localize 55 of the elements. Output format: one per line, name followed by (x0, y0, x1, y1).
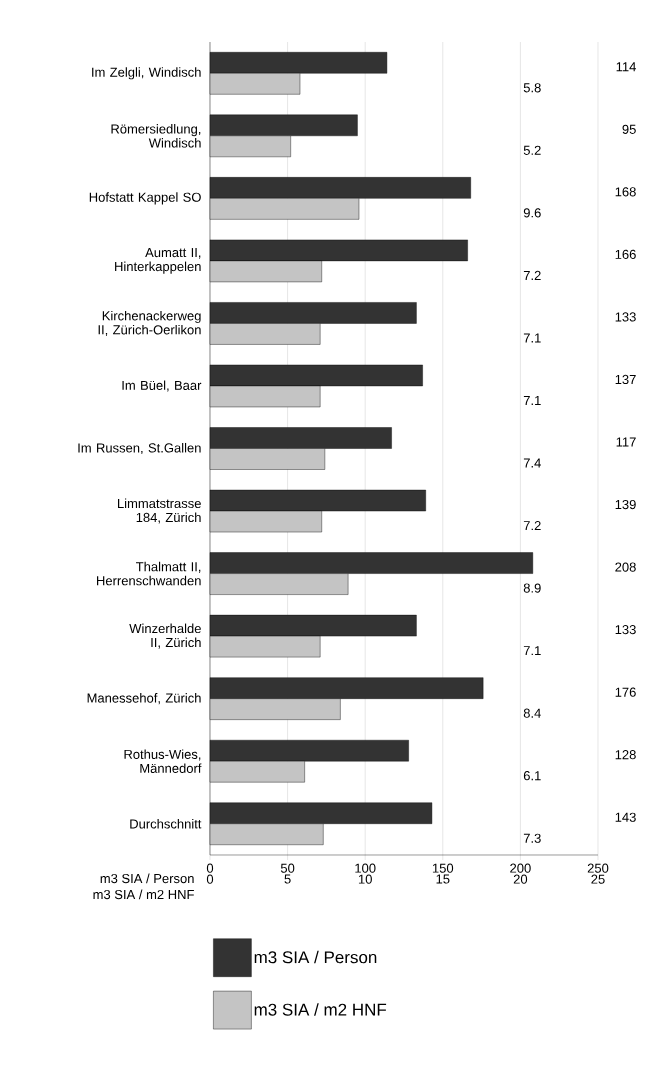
data-label: 7.2 (523, 270, 541, 280)
data-label: 7.3 (523, 833, 541, 843)
data-label: 7.2 (523, 521, 541, 531)
data-label: 5.2 (523, 145, 541, 155)
y-tick-label: Im Büel, Baar (122, 380, 202, 392)
y-tick-label: Manessehof, Zürich (87, 693, 201, 705)
x-tick-label: 250 (587, 863, 609, 873)
x-axis-title: m3 SIA / Person (100, 873, 194, 884)
data-label: 133 (615, 312, 636, 322)
data-label: 137 (615, 374, 636, 385)
data-label: 8.4 (523, 708, 541, 718)
y-tick-label: Rothus-Wies, Männedorf (124, 749, 202, 773)
y-tick-label: Durchschnitt (130, 818, 202, 829)
data-label: 114 (616, 62, 636, 72)
x2-tick-label: 15 (436, 874, 450, 884)
data-label: 208 (615, 562, 636, 572)
x2-tick-label: 5 (284, 874, 291, 884)
legend-label: m3 SIA / m2 HNF (254, 1003, 387, 1016)
y-tick-label: Winzerhalde II, Zürich (129, 623, 201, 649)
data-label: 143 (615, 812, 636, 822)
data-label: 7.4 (523, 458, 541, 468)
y-tick-label: Römersiedlung, Windisch (111, 124, 201, 148)
data-label: 95 (622, 124, 636, 134)
x-tick-label: 0 (206, 863, 214, 873)
data-label: 6.1 (523, 771, 541, 781)
x-tick-label: 100 (355, 863, 376, 873)
data-label: 8.9 (523, 583, 541, 593)
data-label: 166 (615, 249, 636, 259)
x2-tick-label: 10 (358, 874, 372, 884)
x2-tick-label: 25 (591, 874, 605, 884)
x-tick-label: 200 (510, 863, 531, 873)
x-tick-label: 150 (432, 863, 454, 873)
data-label: 5.8 (523, 83, 541, 93)
data-label: 168 (615, 187, 636, 197)
x-tick-label: 50 (280, 863, 295, 873)
data-label: 7.1 (523, 396, 541, 405)
data-label: 133 (615, 625, 636, 635)
y-tick-label: Thalmatt II, Herrenschwanden (97, 561, 201, 586)
y-tick-label: Hofstatt Kappel SO (89, 192, 201, 205)
data-label: 7.1 (523, 333, 541, 343)
data-label: 7.1 (523, 646, 541, 656)
data-label: 139 (615, 499, 636, 510)
x2-tick-label: 20 (513, 874, 528, 884)
y-tick-label: Kirchenackerweg II, Zürich-Oerlikon (98, 310, 201, 336)
y-tick-label: Limmatstrasse 184, Zürich (118, 498, 201, 524)
y-tick-label: Aumatt II, Hinterkappelen (115, 248, 201, 274)
data-label: 128 (615, 750, 636, 760)
data-label: 117 (616, 437, 636, 447)
y-tick-label: Im Russen, St.Gallen (78, 442, 201, 455)
y-tick-label: Im Zelgli, Windisch (92, 67, 201, 80)
data-label: 9.6 (523, 208, 541, 218)
data-label: 176 (615, 687, 636, 697)
legend-label: m3 SIA / Person (254, 950, 377, 964)
x2-axis-title: m3 SIA / m2 HNF (93, 889, 194, 900)
x2-tick-label: 0 (206, 874, 214, 884)
